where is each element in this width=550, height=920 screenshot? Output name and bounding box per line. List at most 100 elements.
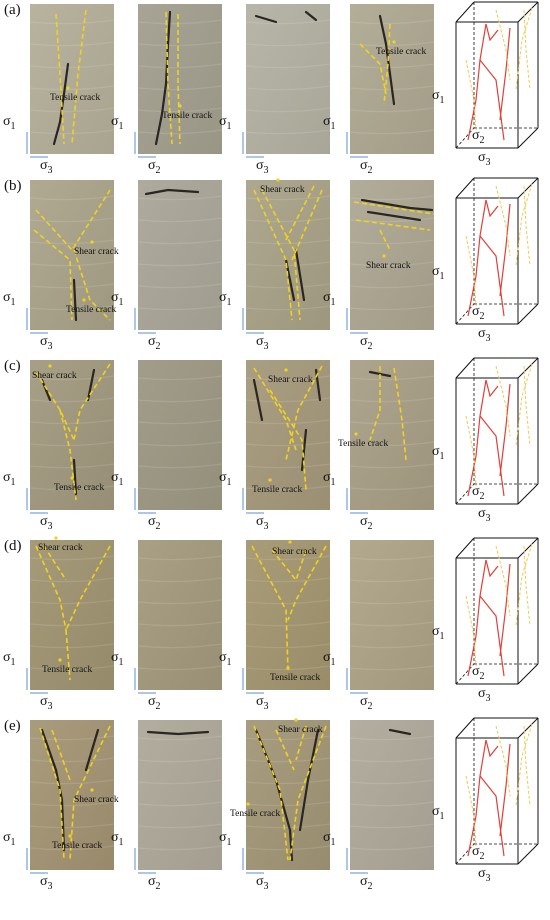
crack-trace [289,725,327,861]
row-label: (a) [4,2,21,18]
sigma1-label: σ1 [323,470,336,488]
fracture [254,14,278,24]
crack-annotation: Shear crack [260,185,305,195]
bottom-stress-label: σ2 [360,514,373,532]
specimen-surface [30,720,114,870]
fracture [72,278,78,322]
crack-trace [369,366,381,441]
sigma1-label: σ1 [323,650,336,668]
specimen-surface [138,720,222,870]
bottom-stress-label: σ3 [40,874,53,892]
fracture [252,378,264,422]
crack-trace [291,189,323,261]
box-sigma1-label: σ1 [432,624,445,642]
row-d: (d) Shear crack Tensile crack σ1 σ3 σ1 σ2 Shear… [0,536,550,712]
specimen-surface [246,4,330,154]
crack-annotation: Tensile crack [376,47,426,57]
bottom-stress-label: σ2 [360,158,373,176]
specimen-photo [242,4,331,158]
crack-annotation: Tensile crack [252,485,302,495]
crack-trace [261,189,301,321]
row-label: (b) [4,178,22,194]
sigma1-label: σ1 [111,830,124,848]
specimen-photo: Tensile crack [134,4,223,158]
fracture [146,730,210,736]
bottom-stress-label: σ2 [148,874,161,892]
specimen-surface [138,360,222,510]
fracture [154,10,172,146]
specimen-photo: Shear crack [346,180,435,334]
box-sigma2-label: σ2 [472,844,485,862]
sigma1-label: σ1 [3,114,16,132]
bottom-stress-label: σ2 [148,158,161,176]
box-sigma2-label: σ2 [472,484,485,502]
specimen-photo [346,540,435,694]
crack-trace [359,43,387,95]
crack-trace [65,545,111,631]
crack-trace [59,409,77,501]
crack-3d-box [446,716,546,888]
sigma1-label: σ1 [219,290,232,308]
specimen-surface [138,540,222,690]
specimen-surface [246,360,330,510]
crack-3d-box [446,176,546,348]
crack-trace [65,629,71,681]
crack-trace [355,219,431,231]
specimen-surface [350,4,434,154]
specimen-photo: Shear crack Tensile crack [26,360,115,514]
row-c: (c) Shear crack Tensile crack σ1 σ3 σ1 σ2 Shear… [0,356,550,532]
specimen-photo [134,540,223,694]
fracture [298,728,320,832]
bottom-stress-label: σ3 [40,158,53,176]
crack-annotation: Shear crack [74,795,119,805]
crack-annotation: Tensile crack [42,665,92,675]
crack-trace [393,367,407,461]
crack-annotation: Tensile crack [66,305,116,315]
specimen-photo: Shear crack [242,178,331,334]
crack-trace [55,13,65,145]
bottom-stress-label: σ3 [256,694,269,712]
crack-trace [285,365,323,461]
crack-trace [253,367,297,451]
sigma1-label: σ1 [219,470,232,488]
specimen-photo: Shear crack Tensile crack [26,536,115,694]
specimen-surface [350,360,434,510]
crack-3d-box [446,356,546,528]
crack-trace [251,545,289,671]
bottom-stress-label: σ2 [360,874,373,892]
bottom-stress-label: σ3 [256,874,269,892]
crack-annotation: Tensile crack [162,111,212,121]
fracture [388,728,412,736]
specimen-surface [246,540,330,690]
fracture [52,62,70,146]
sigma1-label: σ1 [3,290,16,308]
row-label: (e) [4,718,21,734]
crack-3d-box [446,0,546,172]
box-sigma3-label: σ3 [478,326,491,344]
specimen-photo: Shear crack Tensile crack [242,360,331,514]
crack-3d-box [446,536,546,708]
sigma1-label: σ1 [111,114,124,132]
crack-annotation: Tensile crack [270,673,320,683]
fracture [300,428,308,472]
crack-annotation: Tensile crack [52,841,102,851]
crack-annotation: Tensile crack [54,483,104,493]
row-e: (e) Shear crack Tensile crack σ1 σ3 σ1 σ2 Shear… [0,716,550,892]
crack-trace [253,725,289,861]
crack-trace [253,189,293,321]
specimen-photo: Shear crack Tensile crack [26,180,119,334]
sigma1-label: σ1 [3,830,16,848]
specimen-photo: Tensile crack [338,360,435,514]
crack-annotation: Shear crack [38,543,83,553]
fracture [84,728,100,772]
crack-trace [43,545,67,581]
crack-trace [69,725,111,861]
bottom-stress-label: σ3 [40,514,53,532]
crack-trace [71,9,87,145]
row-b: (b) Shear crack Tensile crack σ1 σ3 σ1 σ2 Shear… [0,176,550,352]
specimen-photo: Tensile crack [346,4,435,158]
specimen-surface [30,4,114,154]
row-label: (c) [4,358,21,374]
fracture [86,368,96,402]
box-sigma3-label: σ3 [478,866,491,884]
